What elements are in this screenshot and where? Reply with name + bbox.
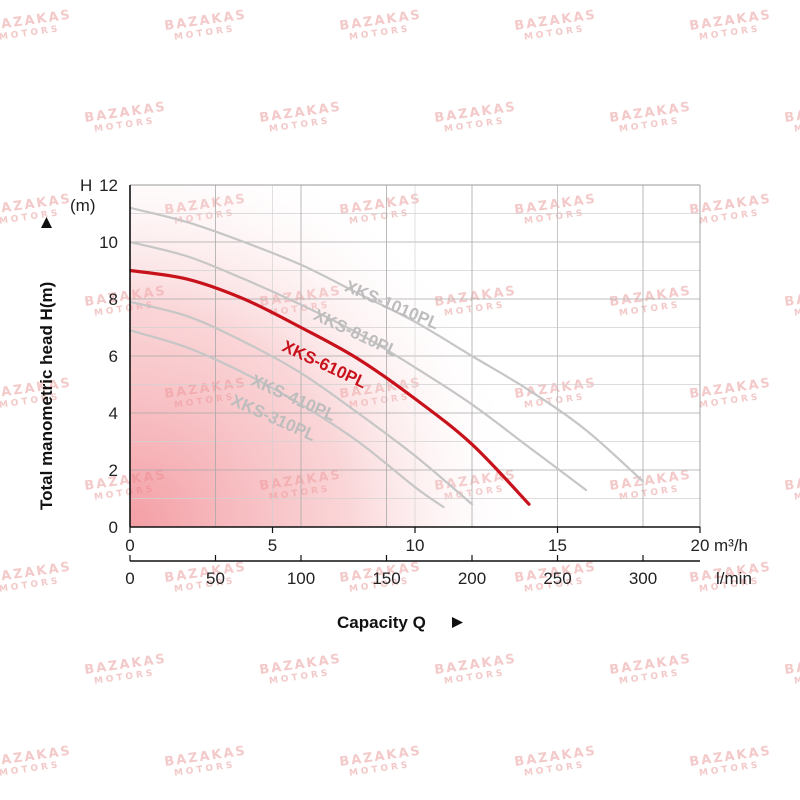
x-tick-label-lmin: 0 <box>125 569 134 588</box>
curve-xks-310pl <box>130 329 445 509</box>
y-tick-label: 4 <box>109 404 118 423</box>
watermark-brand-top: BAZAKAS <box>783 468 800 494</box>
x-axis-arrow-icon <box>452 617 463 628</box>
y-tick-label: 10 <box>99 233 118 252</box>
x-tick-label-m3h: 20 <box>691 536 710 555</box>
x-tick-label-lmin: 200 <box>458 569 486 588</box>
curve-xks-810pl <box>130 240 588 492</box>
x-tick-label-lmin: 50 <box>206 569 225 588</box>
curve-xks-410pl <box>130 300 474 506</box>
y-tick-labels: 0 2 4 6 8 10 12 <box>99 176 118 537</box>
watermark-brand-top: BAZAKAS <box>783 284 800 310</box>
watermark-brand-top: BAZAKAS <box>783 100 800 126</box>
curve-xks-610pl <box>130 268 531 506</box>
x-tick-labels-m3h: 0 5 10 15 20 <box>125 527 709 555</box>
y-axis-title: Total manometric head H(m) <box>37 282 56 510</box>
x-tick-label-lmin: 150 <box>372 569 400 588</box>
x-tick-label-m3h: 10 <box>406 536 425 555</box>
watermark-brand-bottom: MOTORS <box>793 300 800 319</box>
grid <box>130 184 701 528</box>
watermark-brand-bottom: MOTORS <box>793 116 800 135</box>
y-tick-label: 0 <box>109 518 118 537</box>
y-tick-label: 6 <box>109 347 118 366</box>
watermark-brand-bottom: MOTORS <box>793 484 800 503</box>
y-tick-label: 8 <box>109 290 118 309</box>
curve-xks-1010pl <box>130 206 645 483</box>
y-unit-top: H <box>80 176 92 195</box>
x-tick-label-m3h: 5 <box>268 536 277 555</box>
x-axis-title: Capacity Q <box>337 613 426 632</box>
y-tick-label: 2 <box>109 461 118 480</box>
x-tick-label-m3h: 15 <box>548 536 567 555</box>
y-tick-label: 12 <box>99 176 118 195</box>
curves <box>130 206 645 509</box>
x-tick-label-lmin: 100 <box>287 569 315 588</box>
watermark-brand-bottom: MOTORS <box>793 668 800 687</box>
x-tick-label-lmin: 300 <box>629 569 657 588</box>
y-axis-arrow-icon <box>41 217 52 228</box>
x-tick-label-lmin: 250 <box>543 569 571 588</box>
x-unit-lmin: l/min <box>716 569 752 588</box>
x-unit-m3h: m³/h <box>714 536 748 555</box>
x-tick-label-m3h: 0 <box>125 536 134 555</box>
watermark-brand-top: BAZAKAS <box>783 652 800 678</box>
y-unit-bottom: (m) <box>70 196 95 215</box>
x-tick-labels-lmin: 0 50 100 150 200 250 300 <box>125 555 657 588</box>
